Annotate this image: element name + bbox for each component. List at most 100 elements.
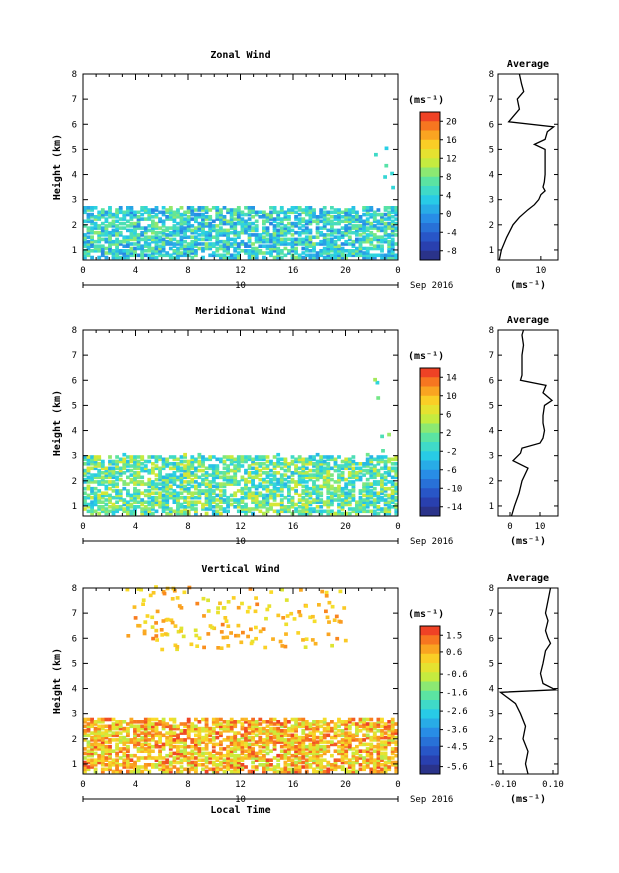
heatmap-cell bbox=[122, 462, 127, 466]
heatmap-cell bbox=[219, 733, 223, 738]
heatmap-cell bbox=[118, 489, 123, 493]
heatmap-cell bbox=[108, 505, 112, 509]
heatmap-cell bbox=[204, 751, 209, 756]
heatmap-cell bbox=[158, 249, 162, 253]
heatmap-cell bbox=[294, 738, 298, 742]
heatmap-cell bbox=[376, 500, 381, 504]
heatmap-cell bbox=[140, 507, 145, 511]
heatmap-cell bbox=[294, 733, 298, 738]
heatmap-cell bbox=[369, 226, 374, 230]
heatmap-cell bbox=[283, 473, 288, 477]
heatmap-cell bbox=[229, 468, 234, 473]
heatmap-cell bbox=[326, 760, 331, 765]
heatmap-cell bbox=[362, 726, 366, 731]
heatmap-cell bbox=[340, 230, 345, 235]
average-frame bbox=[497, 329, 559, 517]
heatmap-cell bbox=[330, 210, 334, 215]
heatmap-cell bbox=[322, 475, 327, 480]
heatmap-cell bbox=[226, 760, 230, 765]
heatmap-cell bbox=[115, 255, 119, 260]
heatmap-cell bbox=[236, 459, 241, 464]
heatmap-cell bbox=[118, 242, 123, 246]
heatmap-cell bbox=[330, 726, 334, 731]
heatmap-cell bbox=[233, 482, 238, 486]
heatmap-cell bbox=[287, 740, 291, 744]
heatmap-cell bbox=[236, 253, 241, 258]
heatmap-cell bbox=[365, 749, 370, 753]
heatmap-cell bbox=[143, 466, 148, 471]
heatmap-cell bbox=[172, 744, 177, 749]
heatmap-cell bbox=[380, 217, 384, 221]
heatmap-cell bbox=[394, 473, 399, 477]
heatmap-cell bbox=[294, 489, 298, 493]
heatmap-cell bbox=[369, 230, 374, 235]
heatmap-cell bbox=[143, 620, 148, 624]
heatmap-cell bbox=[183, 228, 187, 233]
heatmap-cell bbox=[226, 468, 230, 473]
heatmap-cell bbox=[226, 246, 230, 251]
heatmap-cell bbox=[208, 226, 213, 230]
heatmap-cell bbox=[297, 493, 302, 498]
heatmap-cell bbox=[308, 722, 313, 726]
heatmap-cell bbox=[351, 473, 356, 477]
heatmap-cell bbox=[326, 468, 331, 473]
heatmap-cell bbox=[208, 221, 213, 226]
heatmap-cell bbox=[186, 491, 191, 495]
heatmap-cell bbox=[387, 468, 392, 473]
heatmap-cell bbox=[380, 744, 384, 749]
heatmap-cell bbox=[258, 717, 263, 722]
heatmap-cell bbox=[233, 767, 238, 772]
heatmap-cell bbox=[319, 459, 324, 464]
heatmap-cell bbox=[233, 459, 238, 464]
heatmap-cell bbox=[168, 466, 173, 471]
heatmap-cell bbox=[133, 466, 137, 471]
heatmap-cell bbox=[151, 219, 155, 224]
heatmap-cell bbox=[358, 244, 363, 248]
heatmap-cell bbox=[176, 724, 180, 729]
heatmap-cell bbox=[108, 251, 112, 255]
heatmap-cell bbox=[375, 380, 380, 385]
heatmap-cell bbox=[244, 230, 248, 235]
heatmap-cell bbox=[319, 468, 324, 473]
heatmap-cell bbox=[326, 233, 331, 237]
heatmap-cell bbox=[344, 749, 349, 753]
x-tick-label: 16 bbox=[288, 266, 299, 276]
heatmap-cell bbox=[369, 462, 374, 466]
heatmap-cell bbox=[133, 765, 137, 769]
heatmap-cell bbox=[322, 226, 327, 230]
heatmap-cell bbox=[219, 210, 223, 215]
heatmap-cell bbox=[176, 251, 180, 255]
heatmap-cell bbox=[383, 471, 388, 475]
heatmap-cell bbox=[262, 210, 266, 215]
average-title: Average bbox=[507, 573, 549, 584]
heatmap-cell bbox=[297, 208, 302, 212]
heatmap-cell bbox=[147, 480, 152, 484]
heatmap-cell bbox=[301, 495, 306, 500]
heatmap-cell bbox=[325, 615, 330, 620]
heatmap-cell bbox=[115, 769, 119, 774]
heatmap-cell bbox=[122, 226, 127, 230]
heatmap-cell bbox=[168, 753, 173, 758]
heatmap-cell bbox=[168, 462, 173, 466]
heatmap-cell bbox=[258, 763, 263, 767]
heatmap-cell bbox=[315, 509, 320, 514]
heatmap-cell bbox=[108, 747, 112, 751]
heatmap-cell bbox=[262, 219, 266, 224]
heatmap-cell bbox=[380, 756, 384, 760]
heatmap-cell bbox=[168, 763, 173, 767]
heatmap-cell bbox=[186, 717, 191, 722]
x-tick-label: 4 bbox=[133, 266, 138, 276]
heatmap-cell bbox=[272, 455, 277, 459]
heatmap-cell bbox=[380, 249, 384, 253]
heatmap-cell bbox=[86, 219, 91, 224]
heatmap-cell bbox=[326, 767, 331, 772]
heatmap-cell bbox=[165, 462, 170, 466]
heatmap-cell bbox=[194, 507, 198, 511]
heatmap-cell bbox=[304, 230, 309, 235]
heatmap-cell bbox=[229, 758, 234, 762]
heatmap-cell bbox=[118, 493, 123, 498]
heatmap-cell bbox=[208, 482, 213, 486]
heatmap-cell bbox=[236, 233, 241, 237]
heatmap-cell bbox=[186, 769, 191, 774]
heatmap-cell bbox=[283, 505, 288, 509]
